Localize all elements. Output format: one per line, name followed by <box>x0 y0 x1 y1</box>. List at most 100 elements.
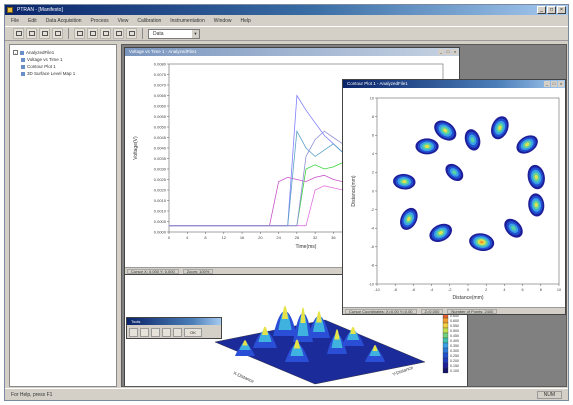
cursor-readout: Cursor X: 0.000 Y: 0.000 <box>127 268 179 274</box>
contour-level <box>534 174 538 180</box>
stop-icon <box>89 31 96 36</box>
peak-mid <box>346 329 360 340</box>
x-tick-label: 4 <box>503 288 505 292</box>
menu-calibration[interactable]: Calibration <box>137 17 162 24</box>
peak-top <box>350 326 356 334</box>
acquire-button[interactable] <box>74 28 85 39</box>
tree-item-contour-plot[interactable]: Contour Plot 1 <box>13 63 113 70</box>
open-button[interactable] <box>26 28 37 39</box>
contour-plot-window[interactable]: Contour Plot 1 - AnalyzedFile1 _ □ × -10… <box>342 79 566 315</box>
menu-data-acquisition[interactable]: Data Acquisition <box>45 17 82 24</box>
contour-plot-titlebar[interactable]: Contour Plot 1 - AnalyzedFile1 _ □ × <box>343 80 565 88</box>
x-tick-label: 8 <box>540 288 542 292</box>
x-tick-label: 2 <box>485 288 487 292</box>
close-button[interactable]: × <box>558 81 564 87</box>
close-button[interactable]: × <box>557 6 566 14</box>
window-controls: _ □ × <box>537 6 566 14</box>
menu-help[interactable]: Help <box>240 17 251 24</box>
stop-button[interactable] <box>87 28 98 39</box>
contour-blob-6 <box>393 173 416 190</box>
collapse-icon[interactable]: - <box>13 50 18 55</box>
menu-window[interactable]: Window <box>213 17 232 24</box>
legend-label: 0.200 <box>450 359 459 363</box>
menu-edit[interactable]: Edit <box>28 17 37 24</box>
x-tick-label: 10 <box>557 288 561 292</box>
title-bar[interactable]: PTRAN - [Manifesto] _ □ × <box>5 5 568 15</box>
legend-swatch <box>442 327 449 334</box>
tool-palette-title: Tools <box>131 319 141 324</box>
tool-palette-titlebar[interactable]: Tools <box>127 318 221 325</box>
y-tick-label: 0 <box>372 189 374 193</box>
cursor-readout: Cursor Coordinates: X=0.00 Y=0.00 <box>345 308 417 314</box>
close-button[interactable]: × <box>452 49 458 55</box>
menu-process[interactable]: Process <box>90 17 109 24</box>
zoom-tool-button[interactable] <box>140 328 149 337</box>
contour-level <box>498 125 502 131</box>
legend-swatch <box>442 347 449 354</box>
peak-top <box>300 307 306 323</box>
minimize-button[interactable]: _ <box>544 81 550 87</box>
app-icon <box>7 7 13 13</box>
reset-tool-button[interactable] <box>173 328 182 337</box>
tree-item-root[interactable]: - AnalyzedFile1 <box>13 49 113 56</box>
zoom-readout: Zoom: 100% <box>182 268 214 274</box>
maximize-button[interactable]: □ <box>551 81 557 87</box>
surface-peak-6 <box>342 326 364 346</box>
tree-item-surface-plot[interactable]: 3D Surface Level Map 1 <box>13 70 113 77</box>
x-tick-label: -2 <box>448 288 451 292</box>
application-window: PTRAN - [Manifesto] _ □ × File Edit Data… <box>4 4 569 401</box>
contour-level <box>479 240 484 244</box>
legend-label: 0.650 <box>450 314 459 318</box>
y-tick-label: 4 <box>372 152 374 156</box>
peak-top <box>282 305 288 319</box>
y-tick-label: 10 <box>370 96 374 100</box>
contour-blob-2 <box>434 120 457 141</box>
contour-blob-9 <box>400 207 418 230</box>
menu-view[interactable]: View <box>117 17 129 24</box>
x-tick-label: 28 <box>295 235 300 240</box>
pointer-tool-button[interactable] <box>129 328 138 337</box>
legend-swatch <box>442 357 449 364</box>
contour-blob-3 <box>464 129 481 151</box>
menu-file[interactable]: File <box>11 17 20 24</box>
voltage-plot-titlebar[interactable]: Voltage vs Time 1 - AnalyzedFile1 _ □ × <box>125 48 459 56</box>
surface-peak-3 <box>308 311 330 338</box>
peak-mid <box>239 341 251 350</box>
minimize-button[interactable]: _ <box>438 49 444 55</box>
help-button[interactable] <box>126 28 137 39</box>
maximize-button[interactable]: □ <box>547 6 556 14</box>
chart-button[interactable] <box>113 28 124 39</box>
data-type-select[interactable]: Data ▼ <box>148 28 200 39</box>
rotate-tool-button[interactable] <box>162 328 171 337</box>
chart-icon <box>21 57 25 62</box>
pan-tool-button[interactable] <box>151 328 160 337</box>
y-tick-label: 0.0040 <box>154 146 167 151</box>
x-tick-label: 16 <box>240 235 245 240</box>
print-button[interactable] <box>52 28 63 39</box>
save-button[interactable] <box>39 28 50 39</box>
minimize-button[interactable]: _ <box>537 6 546 14</box>
apply-button[interactable]: OK <box>184 328 202 337</box>
peak-top <box>294 339 300 349</box>
contour-level <box>407 216 411 222</box>
legend-label: 0.400 <box>450 339 459 343</box>
zoom-button[interactable] <box>100 28 111 39</box>
peak-mid <box>258 329 272 342</box>
y-tick-label: 0.0000 <box>154 230 167 235</box>
y-axis-label: Distance(mm) <box>351 175 357 206</box>
y-tick-label: 0.0055 <box>154 114 167 119</box>
new-file-button[interactable] <box>13 28 24 39</box>
tool-palette[interactable]: Tools OK <box>126 317 222 339</box>
contour-level <box>525 142 530 147</box>
surface-peak-2 <box>293 307 313 342</box>
tree-item-voltage-plot[interactable]: Voltage vs Time 1 <box>13 56 113 63</box>
x-tick-label: -4 <box>430 288 433 292</box>
menu-instrumentation[interactable]: Instrumentation <box>170 17 205 24</box>
peak-mid <box>290 342 304 356</box>
x-axis-label: X-Distance <box>233 370 256 384</box>
y-tick-label: 0.0050 <box>154 125 167 130</box>
status-bar: For Help, press F1 NUM <box>5 388 568 400</box>
maximize-button[interactable]: □ <box>445 49 451 55</box>
y-tick-label: 6 <box>372 134 374 138</box>
folder-icon <box>28 31 35 36</box>
